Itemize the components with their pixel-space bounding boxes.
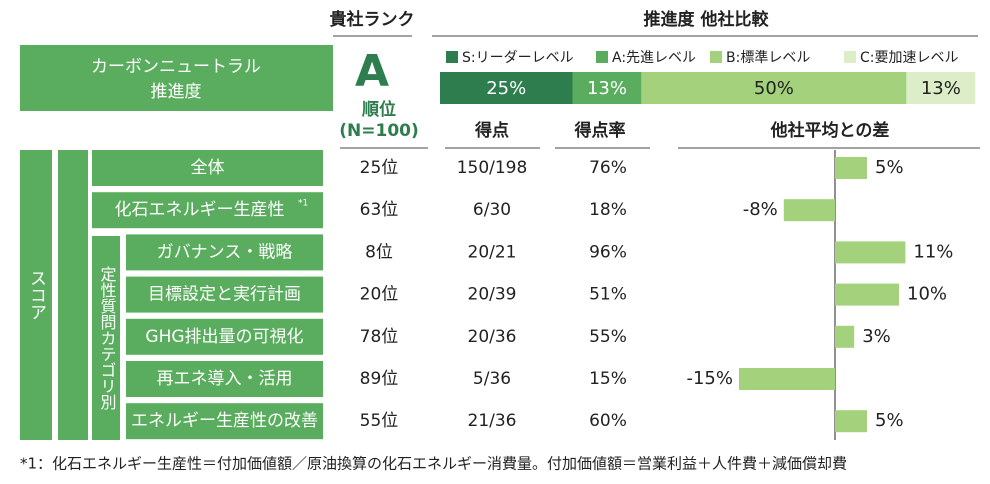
rank: 25位 (360, 158, 399, 178)
distribution-segment (906, 72, 976, 104)
score: 150/198 (457, 158, 528, 178)
distribution-segment (641, 72, 907, 104)
rate: 51% (589, 285, 627, 305)
diff-label: 10% (907, 284, 947, 305)
legend-label: B:標準レベル (726, 50, 810, 66)
rank: 20位 (360, 285, 399, 305)
note-ref: *1 (298, 199, 308, 209)
diff-label: 3% (862, 326, 891, 347)
group-box (58, 150, 88, 440)
diff-label: 5% (875, 410, 904, 431)
column-title: 得点 (474, 120, 509, 141)
diff-bar (835, 410, 867, 433)
group-label: スコア (26, 270, 46, 321)
theme-label: 推進度 (151, 82, 202, 102)
rank: 55位 (360, 411, 399, 431)
order-title: (N=100) (339, 121, 419, 141)
distribution-label: 25% (486, 78, 526, 99)
rate: 18% (589, 200, 627, 220)
row-name: エネルギー生産性の改善 (131, 411, 318, 431)
distribution-label: 50% (754, 78, 794, 99)
legend-swatch (596, 51, 608, 63)
rank: 8位 (365, 242, 393, 262)
diff-label: -15% (686, 368, 733, 389)
row-name: 再エネ導入・活用 (157, 369, 293, 389)
row-box (92, 150, 323, 186)
distribution-label: 13% (587, 78, 627, 99)
diff-bar (835, 283, 899, 306)
column-title: 他社平均との差 (770, 120, 890, 141)
row-box (126, 318, 323, 355)
diff-bar (835, 325, 855, 348)
diff-bar (739, 368, 835, 390)
row-name: ガバナンス・戦略 (157, 242, 293, 262)
score: 20/36 (468, 327, 517, 347)
diff-bar (835, 157, 867, 179)
diff-label: -8% (743, 199, 778, 220)
rank: 63位 (360, 200, 399, 220)
legend-label: S:リーダーレベル (462, 50, 574, 66)
group-box (92, 236, 120, 440)
column-title: 得点率 (574, 120, 626, 141)
legend-swatch (446, 51, 458, 63)
row-box (126, 361, 323, 397)
rate: 76% (589, 158, 627, 178)
score: 20/21 (468, 242, 517, 262)
score: 20/39 (468, 285, 517, 305)
footnote: *1：化石エネルギー生産性＝付加価値額／原油換算の化石エネルギー消費量。付加価値… (20, 455, 847, 473)
score: 6/30 (473, 200, 511, 220)
legend-label: A:先進レベル (612, 50, 696, 66)
rate: 15% (589, 369, 627, 389)
rate: 96% (589, 242, 627, 262)
row-name: 化石エネルギー生産性 (115, 200, 285, 220)
comparison-title: 推進度 他社比較 (644, 9, 770, 30)
diff-label: 11% (913, 241, 953, 262)
theme-box (20, 45, 333, 111)
legend-swatch (844, 51, 856, 63)
order-title: 順位 (362, 99, 396, 120)
row-box (126, 403, 323, 440)
row-name: GHG排出量の可視化 (145, 327, 303, 347)
distribution-label: 13% (921, 78, 961, 99)
rank: 78位 (360, 327, 399, 347)
rank: 89位 (360, 369, 399, 389)
group-box (20, 150, 52, 440)
rank-title: 貴社ランク (330, 9, 415, 30)
rank: A (355, 46, 389, 97)
rate: 55% (589, 327, 627, 347)
distribution-segment (572, 72, 642, 104)
score: 21/36 (468, 411, 517, 431)
row-name: 目標設定と実行計画 (148, 285, 301, 305)
theme-label: カーボンニュートラル (91, 57, 261, 77)
row-name: 全体 (191, 158, 225, 178)
rate: 60% (589, 411, 627, 431)
legend-label: C:要加速レベル (860, 50, 959, 66)
diff-bar (835, 241, 906, 264)
legend-swatch (710, 51, 722, 63)
group-label: 定性質問カテゴリ別 (98, 266, 117, 411)
row-box (126, 276, 323, 313)
distribution-segment (440, 72, 573, 104)
row-box (126, 234, 323, 271)
row-box (92, 192, 323, 229)
score: 5/36 (473, 369, 511, 389)
diff-label: 5% (875, 157, 904, 178)
diff-bar (783, 199, 835, 222)
